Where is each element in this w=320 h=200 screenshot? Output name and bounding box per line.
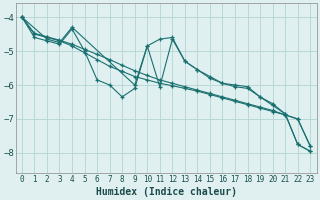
X-axis label: Humidex (Indice chaleur): Humidex (Indice chaleur) bbox=[96, 186, 236, 197]
